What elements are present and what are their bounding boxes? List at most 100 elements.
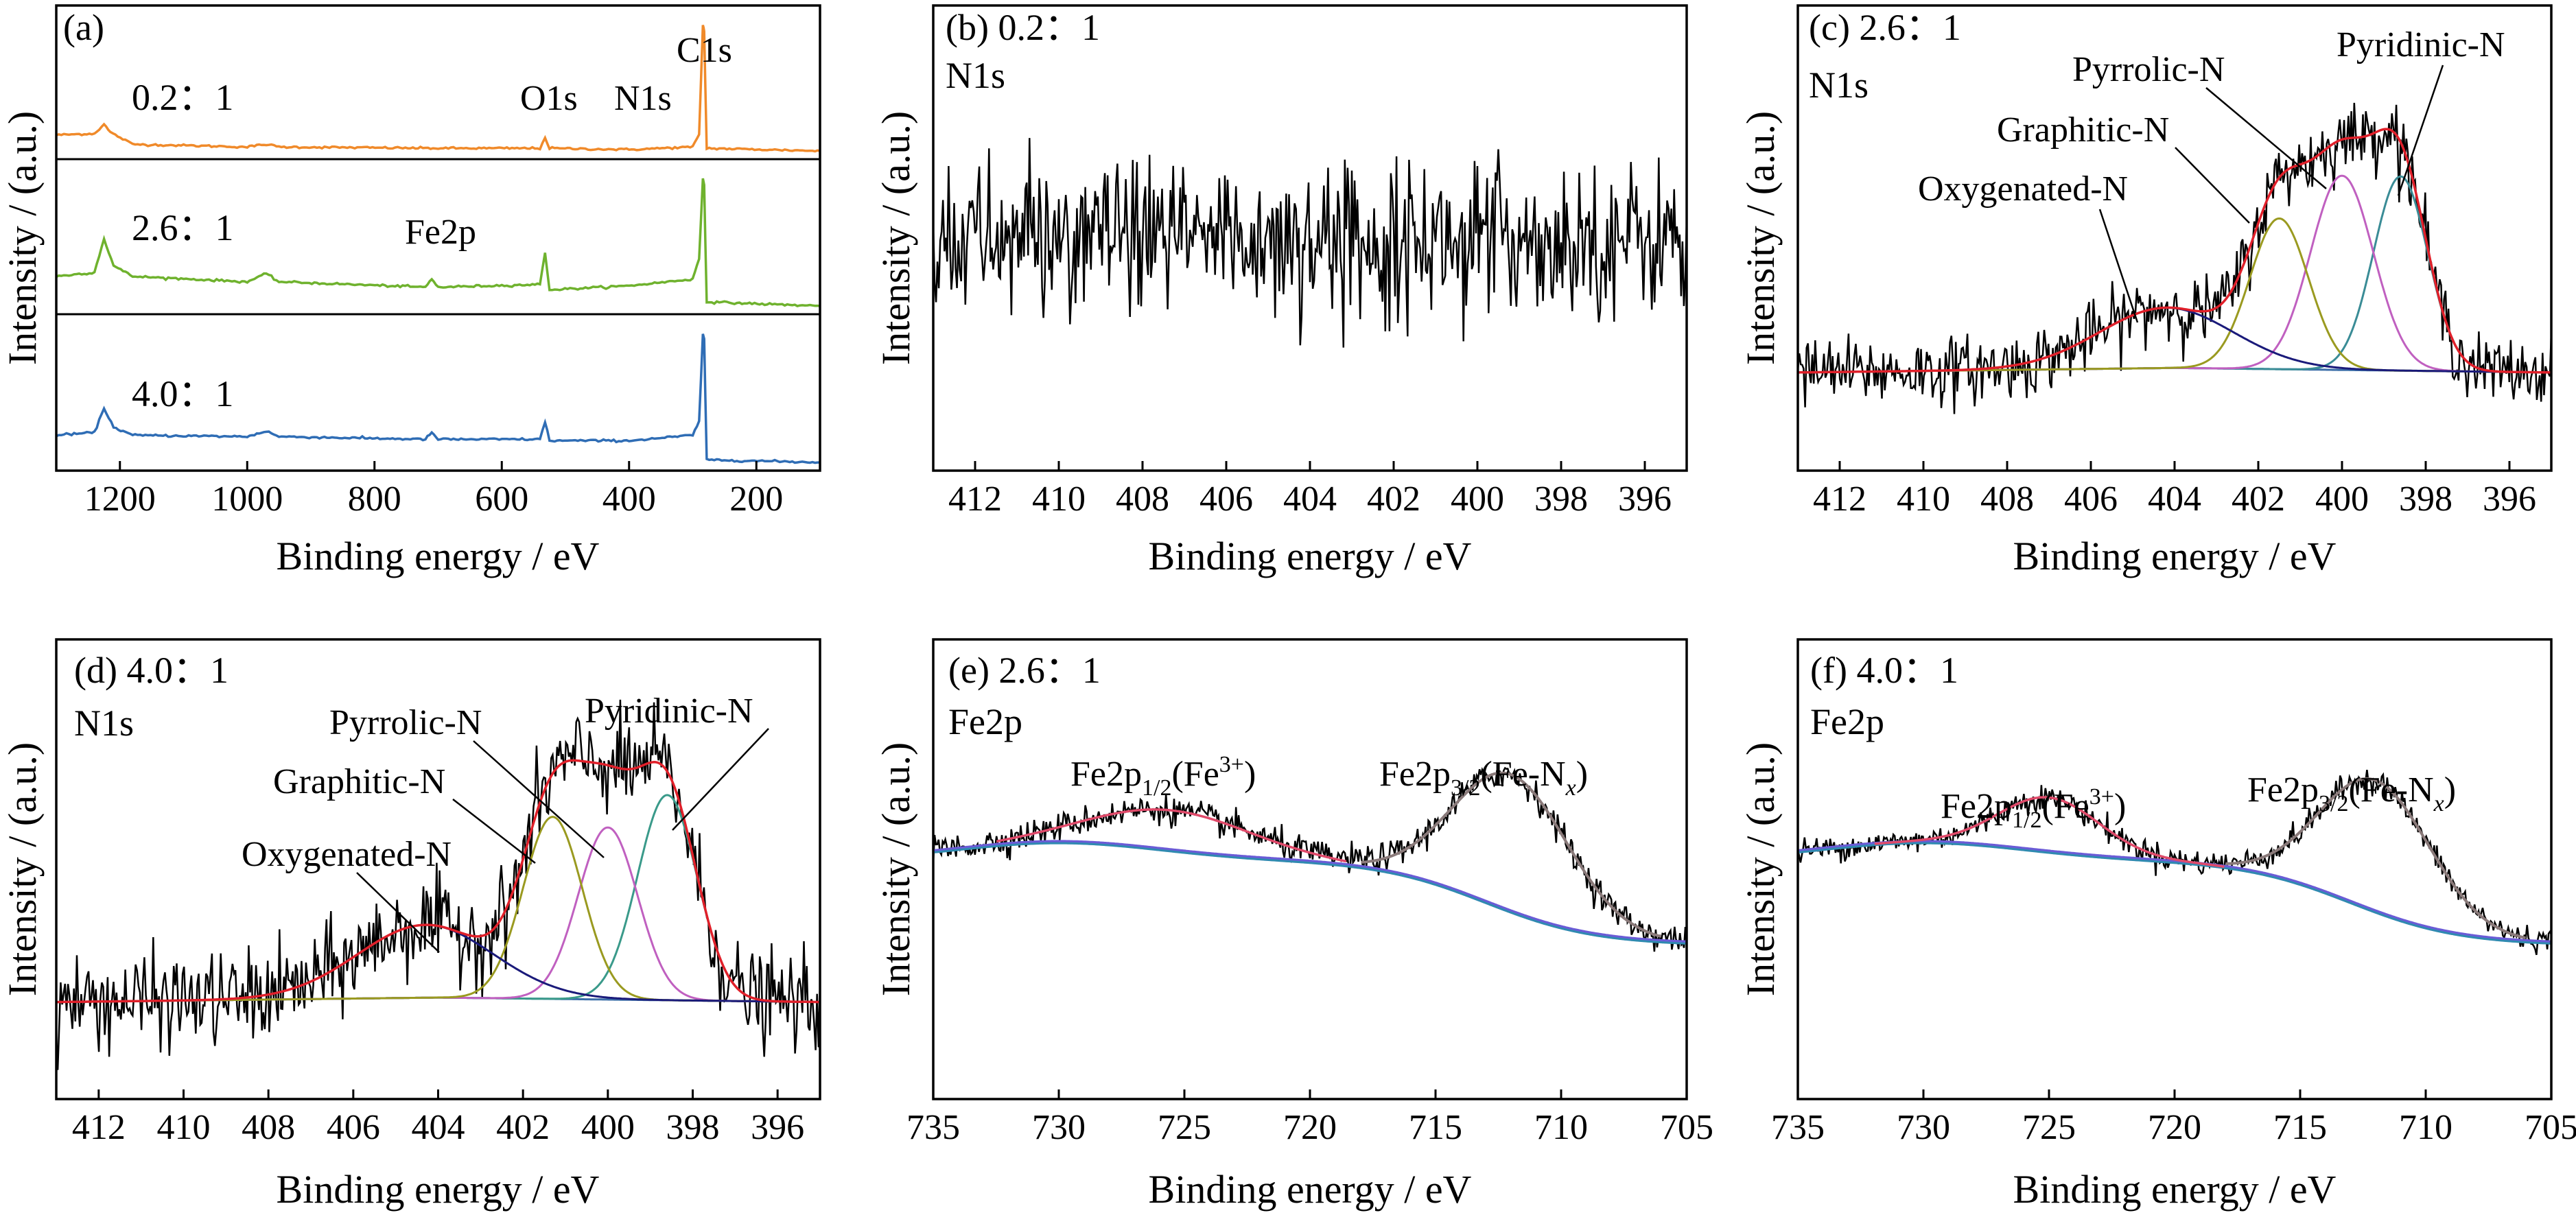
panel-d-label: (d) 4.0：1 — [74, 650, 229, 691]
panel-c-label: (c) 2.6：1 — [1809, 7, 1961, 48]
panel-a-series-label-2: 2.6：1 — [132, 207, 234, 248]
xtick-label-402: 402 — [496, 1108, 550, 1147]
fe2p-baseline — [1797, 840, 2552, 945]
panel-a-plot — [56, 25, 821, 464]
annotation-n1s: N1s — [614, 79, 672, 118]
panel-f-title: Fe2p — [1810, 701, 1884, 742]
panel-e: 735 730 725 720 715 710 705 (e) 2.6：1 Fe2p Fe2… — [874, 638, 1713, 1212]
xtick-label-398: 398 — [2399, 480, 2452, 519]
panel-a-frame — [55, 4, 821, 472]
xtick-label-408: 408 — [242, 1108, 295, 1147]
xtick-label-735: 735 — [906, 1108, 960, 1147]
panel-f-xlabel: Binding energy / eV — [2013, 1167, 2337, 1212]
fe2p-component-three-halves — [2225, 777, 2527, 940]
annotation-o1s: O1s — [520, 79, 578, 118]
xtick-label-410: 410 — [157, 1108, 211, 1147]
fe2p-component-half — [1874, 796, 2225, 869]
xtick-label-406: 406 — [327, 1108, 380, 1147]
xtick-label-406: 406 — [2064, 480, 2118, 519]
panel-c-annotation-pyridinic: Pyridinic-N — [2337, 25, 2505, 64]
n1s-component-pyridinic-n — [1798, 175, 2551, 374]
xtick-label-400: 400 — [1451, 480, 1504, 519]
n1s-raw-data — [55, 699, 821, 1070]
panel-a-xlabel: Binding energy / eV — [277, 534, 600, 578]
xtick-label-402: 402 — [1367, 480, 1420, 519]
panel-e-xticks: 735 730 725 720 715 710 705 — [906, 1089, 1713, 1147]
panel-e-label: (e) 2.6：1 — [948, 650, 1101, 691]
panel-a: 1200 1000 800 600 400 200 (a) 0.2：1 2.6：1 4.0… — [0, 4, 821, 578]
panel-c-arrows — [2098, 64, 2444, 323]
panel-e-annotation-fe2p-half: Fe2p1/2(Fe3+) — [1070, 752, 1256, 801]
xtick-label-398: 398 — [1534, 480, 1588, 519]
fe2p-component-three-halves — [1361, 771, 1662, 939]
panel-f-label: (f) 4.0：1 — [1810, 650, 1958, 691]
panel-d-xticks: 412 410 408 406 404 402 400 398 396 — [72, 1089, 804, 1147]
xtick-label-406: 406 — [1199, 480, 1253, 519]
fe2p-raw-data — [932, 766, 1688, 952]
xtick-label-200: 200 — [729, 480, 783, 519]
panel-f-plot — [1796, 770, 2553, 956]
xtick-label-705: 705 — [1660, 1108, 1713, 1147]
annotation-fe2p: Fe2p — [405, 213, 476, 252]
xtick-label-400: 400 — [581, 1108, 635, 1147]
annotation-c1s: C1s — [677, 31, 732, 70]
panel-a-ylabel: Intensity / (a.u.) — [0, 111, 45, 365]
survey-line-3 — [56, 333, 821, 464]
xtick-label-600: 600 — [475, 480, 528, 519]
xtick-label-710: 710 — [2399, 1108, 2452, 1147]
xtick-label-730: 730 — [1032, 1108, 1086, 1147]
n1s-raw-data — [1796, 102, 2553, 414]
panel-d-plot — [55, 699, 821, 1070]
panel-d-annotation-oxygenated: Oxygenated-N — [242, 835, 452, 874]
panel-c-title: N1s — [1809, 64, 1869, 106]
xtick-label-720: 720 — [2148, 1108, 2201, 1147]
xtick-label-735: 735 — [1771, 1108, 1825, 1147]
xtick-label-720: 720 — [1283, 1108, 1337, 1147]
survey-line-2 — [56, 178, 821, 307]
n1s-fit-envelope — [56, 759, 820, 1004]
xtick-label-412: 412 — [1813, 480, 1866, 519]
panel-e-ylabel: Intensity / (a.u.) — [874, 742, 918, 996]
panel-d-xlabel: Binding energy / eV — [277, 1167, 600, 1212]
panel-e-frame — [932, 638, 1688, 1100]
panel-a-series-label-1: 0.2：1 — [132, 77, 234, 118]
fe2p-baseline — [933, 840, 1687, 945]
xtick-label-408: 408 — [1980, 480, 2034, 519]
xtick-label-408: 408 — [1116, 480, 1169, 519]
panel-f-xticks: 735 730 725 720 715 710 705 — [1771, 1089, 2576, 1147]
xtick-label-710: 710 — [1534, 1108, 1588, 1147]
panel-c-plot — [1796, 102, 2553, 414]
panel-c-ylabel: Intensity / (a.u.) — [1738, 111, 1783, 365]
xtick-label-410: 410 — [1032, 480, 1086, 519]
panel-d-annotation-pyridinic: Pyridinic-N — [585, 692, 753, 731]
panel-a-xticks: 1200 1000 800 600 400 200 — [84, 461, 783, 519]
xtick-label-412: 412 — [948, 480, 1002, 519]
xtick-label-800: 800 — [348, 480, 401, 519]
panel-e-xlabel: Binding energy / eV — [1149, 1167, 1472, 1212]
xtick-label-1200: 1200 — [84, 480, 156, 519]
xtick-label-404: 404 — [412, 1108, 465, 1147]
n1s-component-oxygenated-n — [1798, 307, 2551, 374]
panel-f-annotation-fe2p-half: Fe2p1/2(Fe3+) — [1941, 784, 2126, 833]
xtick-label-412: 412 — [72, 1108, 126, 1147]
xtick-label-402: 402 — [2232, 480, 2285, 519]
xtick-label-715: 715 — [1409, 1108, 1462, 1147]
panel-b-plot — [932, 138, 1688, 348]
n1s-fit-envelope — [1798, 128, 2551, 374]
panel-d-annotation-graphitic: Graphitic-N — [273, 762, 445, 801]
xtick-label-396: 396 — [1618, 480, 1672, 519]
panel-c: 412 410 408 406 404 402 400 398 396 (c) 2.6：1 N1… — [1738, 4, 2553, 578]
panel-d-annotation-pyrrolic: Pyrrolic-N — [329, 703, 482, 742]
survey-line-1 — [56, 25, 821, 153]
panel-c-annotation-pyrrolic: Pyrrolic-N — [2072, 50, 2225, 89]
panel-d-title: N1s — [74, 703, 134, 744]
xtick-label-725: 725 — [2022, 1108, 2076, 1147]
panel-f: 735 730 725 720 715 710 705 (f) 4.0：1 Fe2p Fe2… — [1738, 638, 2576, 1212]
panel-c-annotation-oxygenated: Oxygenated-N — [1918, 169, 2128, 209]
panel-b-title: N1s — [946, 55, 1005, 96]
xtick-label-396: 396 — [751, 1108, 804, 1147]
panel-a-series-label-3: 4.0：1 — [132, 373, 234, 414]
panel-a-label: (a) — [63, 7, 104, 48]
n1s-component-pyrrolic-n — [1798, 174, 2551, 374]
